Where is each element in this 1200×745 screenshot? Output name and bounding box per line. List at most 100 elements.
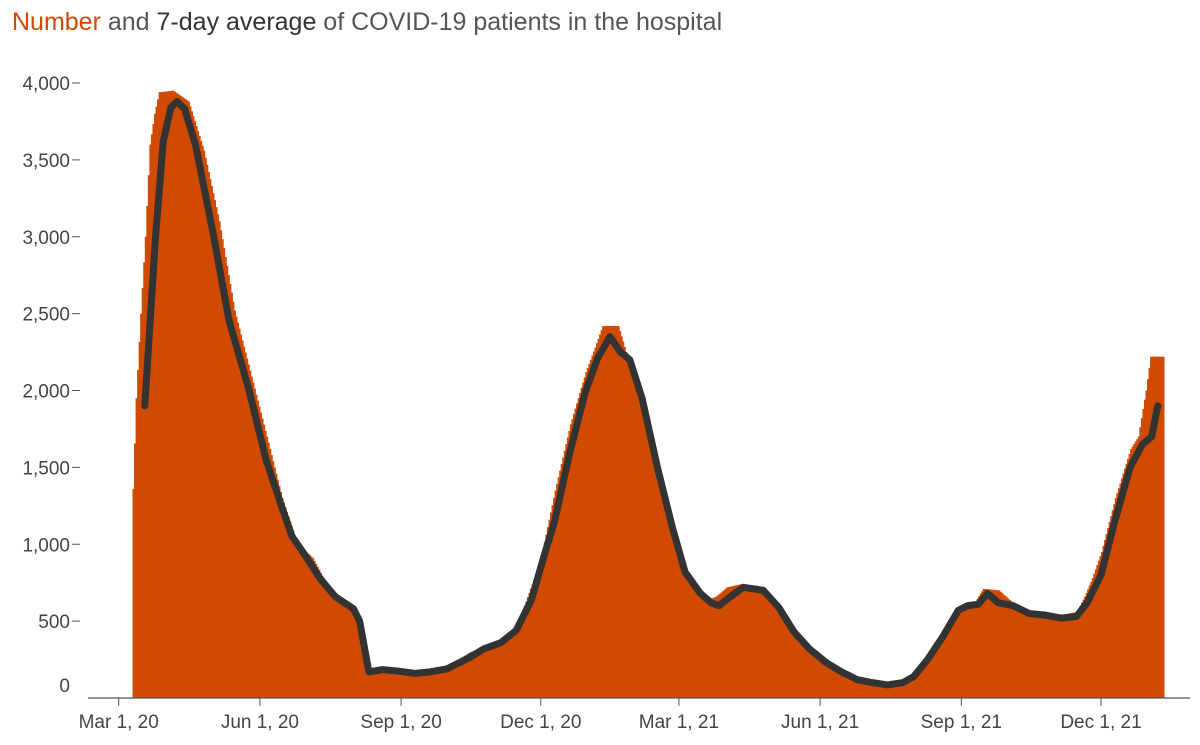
number-bar bbox=[600, 330, 603, 698]
number-bar bbox=[445, 666, 448, 698]
number-bar bbox=[155, 106, 158, 698]
number-bar bbox=[531, 584, 534, 698]
number-bar bbox=[786, 625, 789, 698]
number-bar bbox=[663, 498, 666, 698]
number-bar bbox=[861, 681, 864, 698]
number-bar bbox=[230, 292, 233, 698]
number-bar bbox=[1097, 560, 1101, 698]
number-bar bbox=[470, 652, 473, 698]
number-bar bbox=[1081, 602, 1084, 698]
number-bar bbox=[414, 672, 418, 698]
number-bar bbox=[1082, 599, 1085, 698]
number-bar bbox=[373, 670, 376, 698]
number-bar bbox=[528, 592, 531, 698]
number-bar bbox=[731, 586, 734, 698]
number-bar bbox=[223, 248, 226, 698]
number-bar bbox=[189, 106, 192, 699]
number-bar bbox=[801, 644, 804, 698]
number-bar bbox=[465, 654, 468, 698]
number-bar bbox=[863, 681, 866, 698]
number-bar bbox=[305, 552, 309, 698]
number-bar bbox=[1053, 613, 1056, 698]
number-bar bbox=[648, 429, 651, 698]
number-bar bbox=[536, 570, 539, 698]
number-bar bbox=[792, 633, 795, 698]
number-bar bbox=[1025, 609, 1028, 698]
y-tick-label: 2,500 bbox=[22, 305, 70, 326]
number-bar bbox=[177, 93, 180, 699]
number-bar bbox=[939, 636, 942, 698]
number-bar bbox=[480, 648, 484, 698]
number-bar bbox=[761, 592, 764, 698]
number-bar bbox=[184, 99, 187, 699]
number-bar bbox=[866, 682, 869, 699]
number-bar bbox=[209, 178, 212, 698]
number-bar bbox=[289, 521, 292, 698]
number-bar bbox=[1041, 611, 1044, 698]
number-bar bbox=[1150, 356, 1153, 698]
number-bar bbox=[302, 549, 305, 698]
number-bar bbox=[918, 665, 921, 698]
number-bar bbox=[812, 653, 815, 698]
number-bar bbox=[751, 585, 754, 698]
number-bar bbox=[754, 585, 757, 698]
number-bar bbox=[1034, 610, 1038, 698]
number-bar bbox=[821, 660, 824, 698]
number-bar bbox=[490, 645, 493, 698]
number-bar bbox=[368, 671, 371, 698]
number-bar bbox=[589, 359, 593, 698]
number-bar bbox=[365, 661, 368, 698]
number-bar bbox=[1099, 556, 1102, 698]
chart-title: Number and 7-day average of COVID-19 pat… bbox=[12, 8, 722, 37]
number-bar bbox=[551, 505, 554, 698]
y-tick-label: 2,000 bbox=[22, 382, 70, 403]
number-bar bbox=[468, 652, 471, 698]
number-bar bbox=[542, 549, 545, 698]
number-bar bbox=[1024, 608, 1027, 698]
number-bar bbox=[815, 655, 818, 698]
number-bar bbox=[904, 678, 907, 698]
number-bar bbox=[1073, 612, 1076, 698]
number-bar bbox=[798, 640, 801, 698]
number-bar bbox=[979, 593, 982, 698]
number-bar bbox=[740, 584, 743, 698]
number-bar bbox=[1116, 493, 1119, 698]
number-bar bbox=[382, 668, 385, 698]
number-bar bbox=[718, 593, 721, 698]
number-bar bbox=[434, 671, 437, 698]
number-bar bbox=[741, 584, 744, 698]
number-bar bbox=[1088, 585, 1091, 698]
number-bar bbox=[632, 368, 635, 698]
number-bar bbox=[681, 566, 685, 698]
number-bar bbox=[1054, 613, 1058, 698]
number-bar bbox=[780, 616, 783, 698]
number-bar bbox=[898, 681, 901, 698]
number-bar bbox=[625, 352, 628, 698]
number-bar bbox=[487, 646, 490, 698]
number-bar bbox=[442, 668, 445, 698]
number-bar bbox=[534, 575, 537, 698]
number-bar bbox=[680, 564, 683, 698]
number-bar bbox=[313, 561, 316, 698]
number-bar bbox=[992, 589, 995, 698]
number-bar bbox=[167, 91, 170, 698]
number-bar bbox=[691, 584, 694, 698]
number-bar bbox=[666, 511, 669, 698]
number-bar bbox=[694, 588, 697, 698]
number-bar bbox=[592, 351, 596, 698]
number-bar bbox=[723, 589, 726, 698]
number-bar bbox=[1013, 604, 1016, 698]
number-bar bbox=[411, 672, 414, 698]
number-bar bbox=[276, 479, 279, 698]
number-bar bbox=[402, 671, 405, 698]
number-bar bbox=[328, 588, 332, 698]
number-bar bbox=[929, 652, 932, 698]
number-bar bbox=[1107, 528, 1110, 698]
number-bar bbox=[1120, 478, 1124, 698]
number-bar bbox=[729, 586, 732, 698]
number-bar bbox=[560, 463, 563, 698]
number-bar bbox=[321, 575, 324, 698]
number-bar bbox=[1022, 607, 1025, 698]
number-bar bbox=[783, 621, 786, 699]
number-bar bbox=[1124, 468, 1127, 698]
